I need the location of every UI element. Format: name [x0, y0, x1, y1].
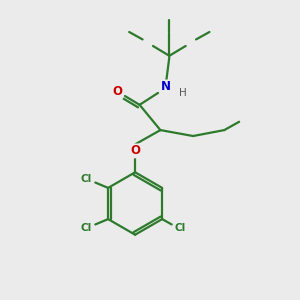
Text: N: N — [161, 80, 171, 94]
Text: Cl: Cl — [80, 174, 92, 184]
Text: Cl: Cl — [174, 223, 186, 233]
Text: Cl: Cl — [80, 223, 92, 233]
Text: H: H — [179, 88, 187, 98]
Text: O: O — [112, 85, 122, 98]
Text: O: O — [130, 144, 140, 158]
